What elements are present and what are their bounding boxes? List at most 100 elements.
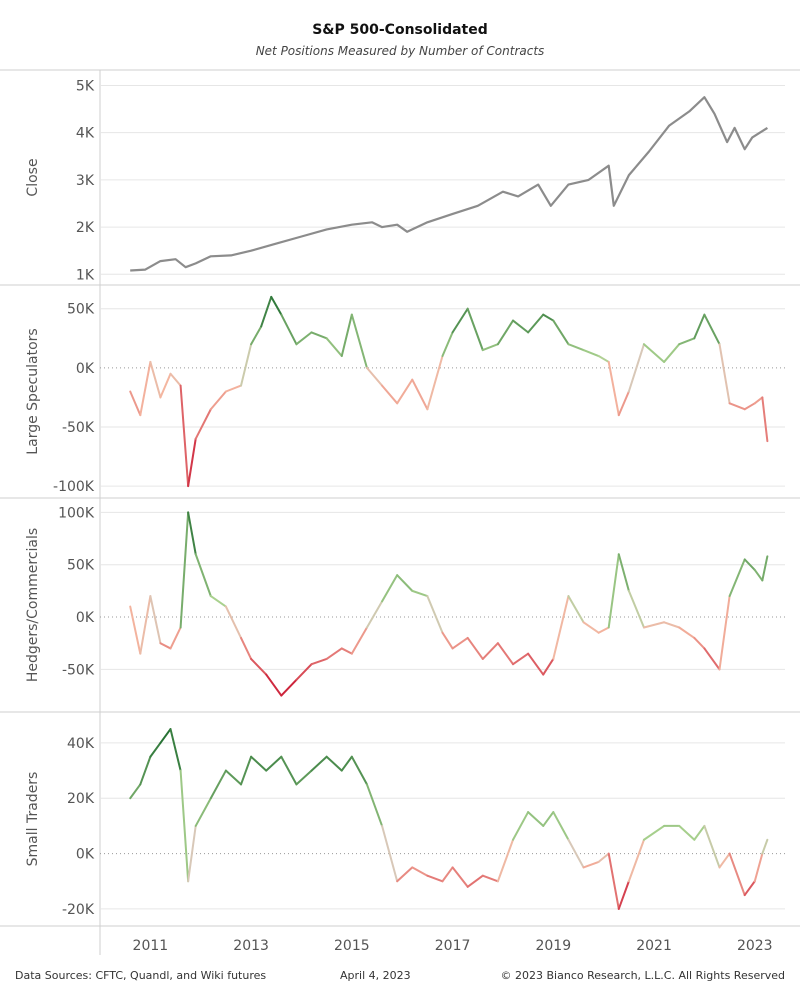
series-segment-large_speculators bbox=[567, 343, 585, 352]
series-segment-small_traders bbox=[567, 838, 585, 869]
series-segment-large_speculators bbox=[169, 372, 182, 387]
y-axis-title: Close bbox=[25, 158, 41, 196]
series-segment-large_speculators bbox=[542, 313, 555, 322]
y-tick-label: 3K bbox=[76, 173, 95, 189]
series-segment-small_traders bbox=[187, 824, 197, 883]
series-segment-hedgers_commercials bbox=[187, 511, 197, 556]
series-segment-large_speculators bbox=[693, 313, 706, 340]
x-tick-label: 2017 bbox=[435, 938, 471, 954]
series-segment-large_speculators bbox=[441, 331, 454, 358]
series-segment-large_speculators bbox=[325, 337, 343, 358]
series-segment-hedgers_commercials bbox=[426, 595, 444, 634]
series-segment-small_traders bbox=[607, 852, 620, 910]
x-tick-label: 2019 bbox=[535, 938, 571, 954]
series-segment-large_speculators bbox=[627, 343, 645, 393]
series-segment-hedgers_commercials bbox=[761, 555, 769, 582]
series-segment-hedgers_commercials bbox=[149, 595, 162, 645]
series-segment-large_speculators bbox=[512, 319, 530, 334]
series-segment-hedgers_commercials bbox=[607, 553, 620, 629]
y-tick-label: 0K bbox=[76, 847, 95, 863]
report-date: April 4, 2023 bbox=[340, 969, 411, 982]
series-segment-small_traders bbox=[280, 755, 298, 786]
series-segment-large_speculators bbox=[617, 390, 630, 417]
series-segment-large_speculators bbox=[761, 396, 769, 443]
series-segment-small_traders bbox=[159, 728, 172, 744]
series-segment-small_traders bbox=[295, 769, 313, 786]
series-segment-small_traders bbox=[703, 824, 721, 869]
data-sources-note: Data Sources: CFTC, Quandl, and Wiki fut… bbox=[15, 969, 267, 982]
series-segment-small_traders bbox=[396, 866, 414, 883]
series-segment-hedgers_commercials bbox=[169, 626, 182, 650]
series-segment-large_speculators bbox=[149, 360, 162, 399]
series-segment-small_traders bbox=[426, 874, 444, 883]
y-tick-label: -100K bbox=[53, 479, 95, 495]
x-tick-label: 2023 bbox=[737, 938, 773, 954]
series-segment-small_traders bbox=[496, 838, 515, 883]
series-segment-hedgers_commercials bbox=[411, 589, 429, 598]
series-segment-hedgers_commercials bbox=[753, 568, 764, 582]
series-segment-small_traders bbox=[441, 866, 454, 883]
series-segment-large_speculators bbox=[224, 384, 243, 393]
series-segment-large_speculators bbox=[718, 343, 731, 405]
series-segment-small_traders bbox=[718, 852, 731, 869]
series-segment-hedgers_commercials bbox=[224, 605, 243, 639]
series-segment-small_traders bbox=[597, 852, 610, 863]
series-segment-hedgers_commercials bbox=[718, 595, 731, 671]
series-segment-small_traders bbox=[512, 811, 530, 841]
series-segment-small_traders bbox=[761, 838, 769, 855]
series-segment-hedgers_commercials bbox=[365, 600, 384, 629]
series-segment-hedgers_commercials bbox=[542, 657, 555, 676]
series-segment-large_speculators bbox=[426, 355, 444, 411]
series-segment-large_speculators bbox=[582, 349, 600, 358]
series-segment-hedgers_commercials bbox=[159, 642, 172, 650]
series-segment-small_traders bbox=[325, 755, 343, 772]
y-tick-label: 4K bbox=[76, 126, 95, 142]
series-segment-small_traders bbox=[582, 860, 600, 869]
series-segment-large_speculators bbox=[139, 360, 152, 417]
series-segment-hedgers_commercials bbox=[340, 647, 353, 655]
series-segment-small_traders bbox=[265, 755, 283, 772]
series-segment-large_speculators bbox=[340, 313, 353, 358]
copyright-notice: © 2023 Bianco Research, L.L.C. All Right… bbox=[500, 969, 785, 982]
series-segment-hedgers_commercials bbox=[527, 652, 545, 676]
series-segment-large_speculators bbox=[295, 331, 313, 346]
series-segment-small_traders bbox=[224, 769, 243, 786]
series-segment-hedgers_commercials bbox=[451, 636, 469, 650]
series-segment-hedgers_commercials bbox=[396, 574, 414, 592]
series-segment-hedgers_commercials bbox=[663, 621, 681, 629]
y-tick-label: -50K bbox=[62, 420, 95, 436]
series-segment-large_speculators bbox=[597, 355, 610, 363]
series-segment-small_traders bbox=[693, 824, 706, 841]
series-segment-small_traders bbox=[129, 783, 142, 800]
series-segment-small_traders bbox=[381, 824, 399, 883]
series-segment-hedgers_commercials bbox=[310, 657, 328, 666]
series-segment-small_traders bbox=[169, 728, 182, 772]
series-segment-small_traders bbox=[627, 838, 645, 883]
series-segment-small_traders bbox=[350, 755, 368, 786]
series-segment-hedgers_commercials bbox=[693, 636, 706, 650]
series-segment-hedgers_commercials bbox=[325, 647, 343, 660]
series-segment-hedgers_commercials bbox=[466, 636, 484, 660]
series-segment-large_speculators bbox=[642, 343, 666, 363]
series-segment-large_speculators bbox=[607, 360, 620, 417]
series-segment-large_speculators bbox=[240, 343, 253, 387]
series-segment-large_speculators bbox=[743, 402, 756, 411]
y-tick-label: 2K bbox=[76, 220, 95, 236]
series-segment-small_traders bbox=[542, 811, 555, 827]
series-segment-large_speculators bbox=[678, 337, 696, 346]
series-segment-large_speculators bbox=[663, 343, 681, 363]
series-segment-large_speculators bbox=[552, 319, 570, 346]
series-segment-small_traders bbox=[149, 741, 162, 758]
series-segment-small_traders bbox=[466, 874, 484, 888]
y-tick-label: -50K bbox=[62, 662, 95, 678]
series-segment-hedgers_commercials bbox=[179, 511, 190, 629]
series-segment-small_traders bbox=[179, 769, 190, 883]
series-segment-large_speculators bbox=[753, 396, 764, 405]
series-segment-small_traders bbox=[139, 755, 152, 786]
series-segment-small_traders bbox=[743, 880, 756, 897]
series-segment-large_speculators bbox=[396, 378, 414, 405]
series-segment-hedgers_commercials bbox=[567, 595, 585, 624]
series-segment-small_traders bbox=[753, 852, 764, 883]
y-axis-title: Large Speculators bbox=[25, 328, 41, 454]
